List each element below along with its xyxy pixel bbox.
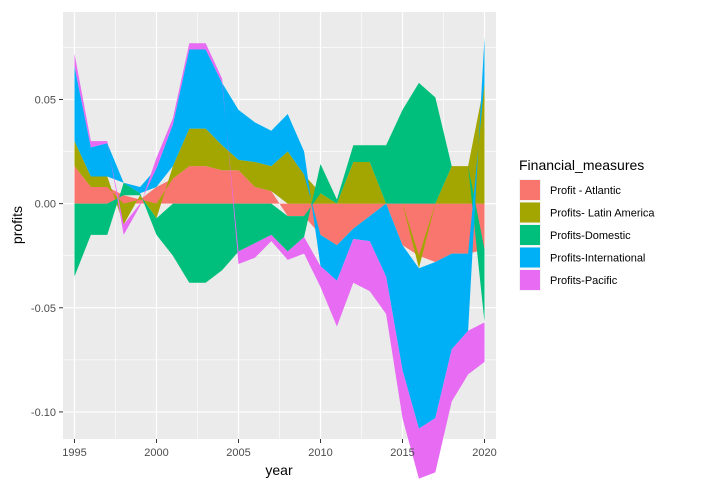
y-axis: 0.05 0.00 -0.05 -0.10 <box>31 94 63 419</box>
x-tick-label: 2010 <box>308 447 332 459</box>
y-tick-label: -0.10 <box>31 407 56 419</box>
legend-title: Financial_measures <box>519 157 644 173</box>
x-tick-label: 2015 <box>390 447 414 459</box>
x-axis: 1995 2000 2005 2010 2015 2020 <box>62 439 497 459</box>
x-axis-title: year <box>265 462 293 478</box>
legend-swatch-profits-domestic <box>520 225 540 245</box>
area-profits-international <box>74 37 485 429</box>
y-tick-label: 0.00 <box>35 199 56 211</box>
y-axis-title: profits <box>9 206 25 244</box>
x-tick-label: 2005 <box>226 447 250 459</box>
legend-label-profit-atlantic: Profit - Atlantic <box>550 185 621 197</box>
legend-label-profits-domestic: Profits-Domestic <box>550 230 631 242</box>
area-profits-pacific <box>74 43 485 479</box>
area-profits-latin-america <box>74 82 485 269</box>
legend-swatch-profits-international <box>520 247 540 268</box>
x-tick-label: 1995 <box>62 447 86 459</box>
legend-label-profits-international: Profits-International <box>550 253 645 265</box>
x-tick-label: 2000 <box>144 447 168 459</box>
legend-swatch-profits-latin-america <box>520 202 540 223</box>
area-profit-atlantic <box>74 166 485 262</box>
legend: Financial_measures Profit - Atlantic Prof… <box>519 157 655 291</box>
legend-swatch-profits-pacific <box>520 270 540 290</box>
area-profits-domestic <box>74 82 485 323</box>
y-tick-label: -0.05 <box>31 303 56 315</box>
y-tick-label: 0.05 <box>35 94 56 106</box>
legend-label-profits-latin-america: Profits- Latin America <box>550 208 655 220</box>
x-tick-label: 2020 <box>472 447 496 459</box>
legend-swatch-profit-atlantic <box>520 180 540 200</box>
area-series <box>74 37 485 479</box>
legend-label-profits-pacific: Profits-Pacific <box>550 275 618 287</box>
